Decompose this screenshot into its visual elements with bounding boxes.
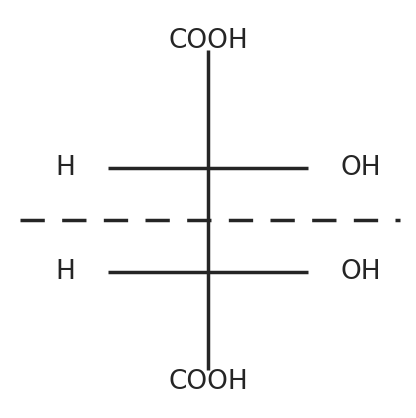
Text: COOH: COOH: [168, 369, 248, 395]
Text: H: H: [55, 259, 75, 285]
Text: OH: OH: [340, 259, 381, 285]
Text: COOH: COOH: [168, 28, 248, 54]
Text: OH: OH: [340, 155, 381, 181]
Text: H: H: [55, 155, 75, 181]
